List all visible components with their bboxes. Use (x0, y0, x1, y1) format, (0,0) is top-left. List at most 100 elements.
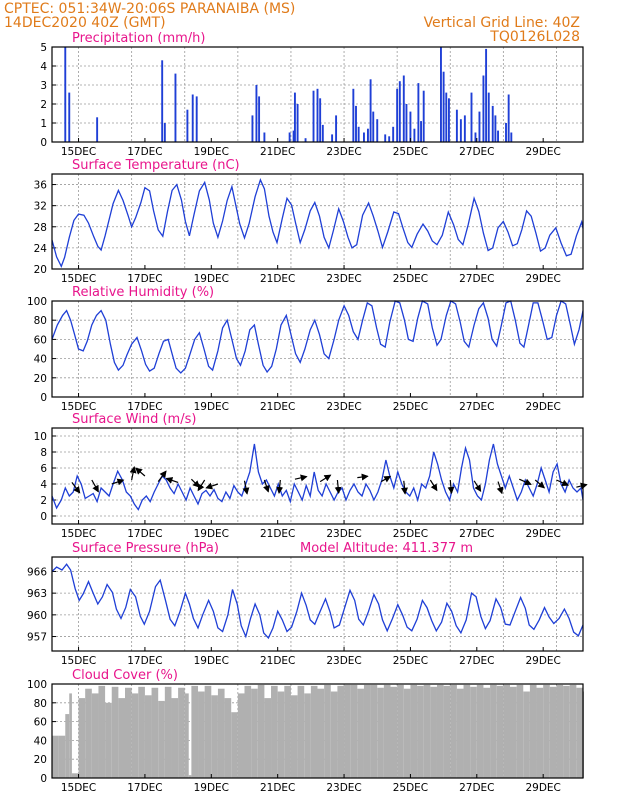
wind-xtick-4: 23DEC (326, 528, 361, 540)
cloud-bar-78 (563, 685, 570, 778)
precipitation-bar-38 (405, 104, 408, 142)
cloud-bar-43 (330, 691, 338, 778)
cloud-xtick-7: 29DEC (525, 782, 560, 794)
precipitation-xtick-2: 19DEC (194, 146, 229, 158)
wind-ytick-0: 0 (40, 511, 47, 523)
cloud-ytick-0: 0 (40, 773, 47, 785)
cloud-bar-45 (344, 684, 351, 778)
precipitation-ytick-2: 2 (40, 99, 47, 111)
precipitation-bar-20 (319, 98, 322, 142)
humidity-series-line (51, 300, 584, 374)
precipitation-bar-28 (366, 128, 369, 142)
cloud-bar-70 (509, 686, 517, 778)
cloud-bar-62 (456, 688, 464, 778)
precipitation-bar-27 (363, 132, 365, 142)
precipitation-bar-39 (409, 111, 412, 142)
precipitation-bar-56 (487, 92, 490, 142)
cloud-bar-40 (310, 685, 318, 778)
cloud-bar-19 (178, 687, 185, 778)
cloud-bar-44 (337, 685, 345, 778)
cloud-bar-54 (403, 688, 411, 778)
wind-arrow-19 (429, 479, 438, 492)
wind-arrow-24 (534, 479, 546, 489)
precipitation-bar-6 (186, 109, 189, 142)
wind-xtick-3: 21DEC (260, 528, 295, 540)
precipitation-xtick-7: 29DEC (525, 146, 560, 158)
header-location: CPTEC: 051:34W-20:06S PARANAIBA (MS) (4, 1, 295, 17)
precipitation-bar-60 (505, 123, 507, 142)
precipitation-ytick-1: 1 (40, 118, 47, 130)
cloud-xtick-1: 17DEC (127, 782, 162, 794)
cloud-bar-80 (576, 687, 583, 778)
precipitation-bar-16 (296, 104, 299, 142)
wind-arrow-20 (447, 479, 455, 494)
wind-arrow-13 (294, 474, 308, 482)
precipitation-bar-51 (470, 92, 473, 142)
humidity-ytick-1: 20 (34, 373, 47, 385)
wind-ytick-5: 10 (34, 431, 47, 443)
pressure-xtick-2: 19DEC (194, 655, 229, 667)
pressure-title: Surface Pressure (hPa) (72, 541, 219, 556)
temperature-xtick-2: 19DEC (194, 273, 229, 285)
precipitation-bar-8 (195, 96, 198, 142)
cloud-frame (51, 683, 584, 779)
header-date: 14DEC2020 40Z (GMT) (4, 15, 166, 31)
pressure-xtick-7: 29DEC (525, 655, 560, 667)
precipitation-xtick-6: 27DEC (459, 146, 494, 158)
humidity-ytick-2: 40 (34, 354, 47, 366)
precipitation-bar-1 (68, 92, 71, 142)
precipitation-bar-10 (255, 85, 258, 142)
cloud-bar-6 (91, 693, 99, 778)
pressure-xtick-4: 23DEC (326, 655, 361, 667)
precipitation-title: Precipitation (mm/h) (72, 31, 205, 46)
cloud-bar-68 (496, 685, 504, 778)
cloud-bar-49 (370, 684, 378, 778)
pressure-xtick-6: 27DEC (459, 655, 494, 667)
cloud-xtick-6: 27DEC (459, 782, 494, 794)
cloud-title: Cloud Cover (%) (72, 668, 178, 683)
temperature-xtick-1: 17DEC (127, 273, 162, 285)
cloud-bar-26 (217, 688, 225, 778)
precipitation-bar-58 (494, 115, 497, 142)
precipitation-xtick-4: 23DEC (326, 146, 361, 158)
humidity-frame (51, 300, 584, 398)
cloud-bar-41 (317, 688, 325, 778)
wind-arrow-7 (190, 478, 200, 488)
precipitation-bar-12 (263, 132, 266, 142)
precipitation-bar-41 (417, 83, 420, 142)
temperature-xtick-4: 23DEC (326, 273, 361, 285)
cloud-bar-25 (211, 695, 218, 778)
precipitation-ytick-4: 4 (40, 61, 47, 73)
cloud-bar-75 (543, 684, 550, 778)
precipitation-bar-4 (163, 123, 166, 142)
humidity-xtick-7: 29DEC (525, 401, 560, 413)
wind-xtick-6: 27DEC (459, 528, 494, 540)
precipitation-bar-45 (442, 71, 445, 142)
cloud-bar-50 (377, 687, 384, 778)
cloud-bar-53 (397, 684, 404, 778)
wind-ytick-3: 6 (40, 463, 47, 475)
temperature-xtick-6: 27DEC (459, 273, 494, 285)
wind-arrow-15 (334, 479, 342, 494)
cloud-bar-22 (191, 685, 199, 778)
humidity-xtick-3: 21DEC (260, 401, 295, 413)
temperature-ytick-1: 24 (34, 243, 48, 255)
wind-arrow-0 (71, 482, 81, 494)
temperature-xtick-7: 29DEC (525, 273, 560, 285)
wind-xtick-7: 29DEC (525, 528, 560, 540)
cloud-xtick-3: 21DEC (260, 782, 295, 794)
precipitation-bar-23 (335, 115, 338, 142)
cloud-bar-16 (158, 700, 165, 778)
cloud-bar-74 (536, 687, 544, 778)
cloud-bar-10 (118, 698, 126, 778)
cloud-panel: Cloud Cover (%) 0 20 40 60 80 100 15DEC 17DEC 19… (27, 668, 584, 794)
cloud-bar-65 (476, 684, 484, 778)
precipitation-bar-49 (459, 119, 462, 142)
precipitation-bar-7 (191, 94, 194, 142)
wind-arrow-11 (263, 479, 270, 493)
cloud-ytick-1: 20 (34, 754, 47, 766)
cloud-bar-67 (490, 684, 497, 778)
cloud-bar-69 (503, 684, 510, 778)
precipitation-bar-26 (357, 126, 360, 142)
